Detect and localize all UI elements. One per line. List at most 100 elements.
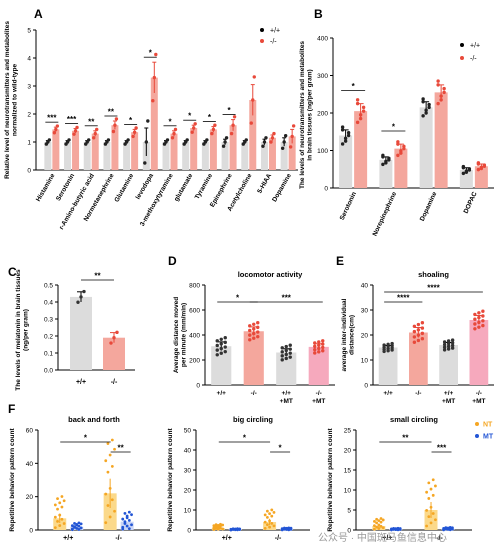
data-point-wt bbox=[343, 139, 348, 143]
data-point-nt bbox=[60, 495, 64, 498]
x-tick-label-sub: +MT bbox=[280, 398, 293, 405]
data-point-nt bbox=[221, 527, 225, 531]
data-point-nt bbox=[106, 504, 110, 507]
data-point bbox=[446, 339, 451, 343]
subplot-title: small circling bbox=[390, 415, 438, 424]
data-point-wt bbox=[144, 140, 149, 144]
data-point bbox=[256, 330, 260, 334]
data-point-wt bbox=[106, 138, 111, 142]
data-point bbox=[219, 351, 223, 355]
y-tick-label: 800 bbox=[189, 283, 200, 290]
bar-wt bbox=[280, 142, 288, 170]
x-tick-label: DOPAC bbox=[463, 191, 479, 215]
data-point-wt bbox=[47, 138, 52, 142]
x-tick-label-sub: +MT bbox=[472, 398, 485, 405]
data-point-nt bbox=[104, 459, 108, 463]
bar-wt bbox=[103, 142, 111, 170]
data-point bbox=[386, 342, 390, 347]
bar-wt bbox=[123, 142, 131, 170]
data-point-mt bbox=[127, 510, 131, 514]
data-point-wt bbox=[340, 128, 345, 132]
data-point bbox=[473, 317, 477, 321]
data-point bbox=[477, 325, 481, 329]
bar-ko bbox=[170, 133, 178, 170]
data-point bbox=[481, 314, 485, 318]
y-tick-label: 0 bbox=[364, 383, 368, 390]
y-tick-label: 40 bbox=[184, 448, 192, 455]
bar-wt bbox=[201, 142, 209, 170]
data-point-mt bbox=[282, 527, 286, 531]
bar-wt bbox=[162, 142, 170, 170]
data-point-mt bbox=[125, 514, 129, 518]
data-point-mt bbox=[442, 528, 446, 532]
data-point bbox=[223, 345, 227, 349]
bar-ko bbox=[111, 125, 119, 170]
y-tick-label: 300 bbox=[317, 73, 328, 80]
y-tick-label: 600 bbox=[189, 308, 200, 315]
y-tick-label: 0.4 bbox=[44, 300, 53, 307]
data-point-ko bbox=[269, 140, 273, 144]
data-point-ko bbox=[251, 98, 255, 102]
data-point-nt bbox=[216, 523, 220, 527]
y-axis-label: The levels of melatonin in brain tissues bbox=[15, 269, 22, 391]
data-point bbox=[416, 322, 421, 327]
x-tick-label: +/+ bbox=[217, 390, 227, 397]
bar bbox=[243, 331, 264, 385]
data-point-mt bbox=[77, 528, 81, 531]
data-point-ko bbox=[291, 124, 296, 128]
data-point-nt bbox=[431, 512, 435, 515]
data-point bbox=[477, 320, 481, 325]
data-point-nt bbox=[375, 517, 379, 521]
y-tick-label: 30 bbox=[184, 468, 192, 475]
data-point bbox=[256, 321, 260, 325]
data-point-wt bbox=[387, 158, 391, 162]
data-point-wt bbox=[87, 138, 91, 142]
y-tick-label: 60 bbox=[26, 428, 34, 435]
data-point-mt bbox=[444, 527, 448, 531]
x-tick-label: Serotonin bbox=[55, 172, 76, 202]
x-tick-label: Tyramine bbox=[194, 172, 214, 200]
data-point-mt bbox=[390, 528, 393, 532]
bar-ko bbox=[394, 148, 408, 188]
x-tick-label: +/+ bbox=[444, 390, 454, 397]
data-point bbox=[252, 327, 256, 331]
legend-marker-wt bbox=[460, 43, 464, 47]
data-point bbox=[481, 323, 485, 328]
panel-letter: E bbox=[336, 254, 344, 268]
data-point bbox=[317, 343, 321, 347]
data-point-mt bbox=[289, 526, 293, 530]
data-point bbox=[420, 321, 425, 325]
data-point-nt bbox=[58, 501, 62, 505]
data-point bbox=[442, 348, 447, 352]
data-point-nt bbox=[219, 522, 222, 526]
bar-ko bbox=[190, 128, 198, 170]
data-point bbox=[477, 311, 481, 315]
data-point bbox=[321, 349, 325, 353]
y-tick-label: 0 bbox=[347, 528, 351, 535]
data-point bbox=[219, 337, 223, 341]
x-tick-label: Dopamine bbox=[271, 172, 293, 203]
bar-ko bbox=[91, 133, 99, 170]
bar-ko bbox=[150, 77, 158, 170]
bar-ko bbox=[434, 92, 448, 188]
data-point-ko bbox=[270, 136, 275, 140]
data-point-wt bbox=[427, 102, 431, 107]
x-tick-label: +/+ bbox=[383, 390, 393, 397]
data-point-ko bbox=[436, 101, 440, 106]
bar-ko bbox=[52, 129, 60, 170]
data-point bbox=[442, 340, 447, 344]
data-point-ko bbox=[229, 131, 234, 136]
bar-wt bbox=[182, 142, 190, 170]
data-point-nt bbox=[381, 526, 385, 530]
data-point-ko bbox=[439, 98, 443, 102]
data-point-mt bbox=[75, 527, 79, 530]
data-point bbox=[481, 309, 485, 313]
data-point-ko bbox=[95, 127, 99, 132]
data-point-mt bbox=[123, 520, 127, 524]
significance-label: *** bbox=[67, 115, 77, 124]
data-point bbox=[284, 352, 288, 357]
data-point-nt bbox=[56, 497, 59, 501]
data-point-mt bbox=[70, 527, 74, 531]
data-point-ko bbox=[361, 105, 366, 110]
